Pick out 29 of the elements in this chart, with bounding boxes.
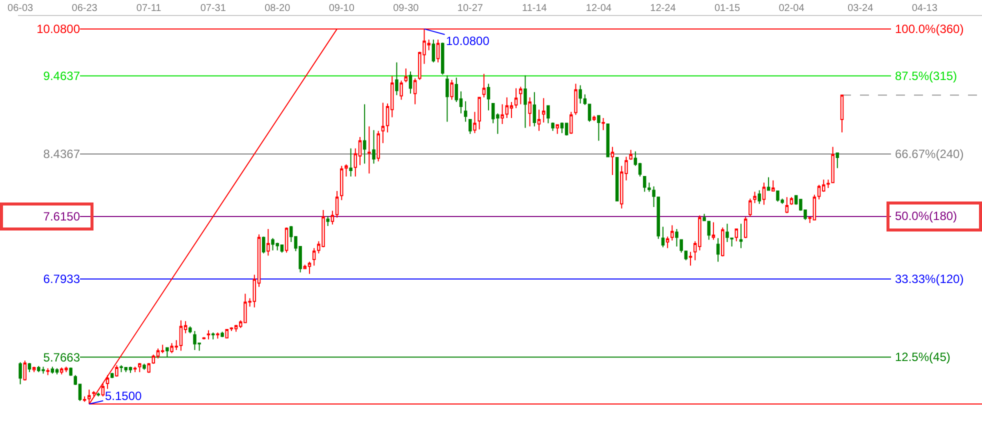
x-tick-label: 06-03 (8, 3, 34, 14)
x-tick-label: 07-11 (136, 3, 162, 14)
y-tick-label: 8.4367 (43, 147, 80, 162)
ref-line-label: 50.0%(180) (895, 209, 958, 223)
x-tick-label: 02-04 (778, 3, 805, 14)
ref-line-label: 66.67%(240) (895, 147, 964, 161)
y-tick-label: 10.0800 (36, 22, 80, 36)
x-tick-label: 10-27 (457, 3, 484, 14)
ref-line-label: 33.33%(120) (895, 272, 964, 286)
x-tick-label: 08-20 (264, 3, 291, 14)
ref-line-label: 87.5%(315) (895, 69, 958, 83)
y-tick-label: 5.7663 (43, 350, 80, 364)
y-tick-label: 7.6150 (43, 210, 80, 224)
x-tick-label: 09-10 (328, 3, 355, 14)
annotation: 5.1500 (105, 389, 142, 403)
x-tick-label: 12-04 (586, 3, 612, 14)
y-tick-label: 6.7933 (43, 272, 80, 286)
x-tick-label: 07-31 (200, 3, 226, 14)
ref-line-label: 12.5%(45) (895, 350, 950, 364)
x-tick-label: 01-15 (714, 3, 740, 14)
annotation: 10.0800 (446, 34, 490, 48)
x-tick-label: 03-24 (848, 3, 874, 14)
x-tick-label: 09-30 (393, 3, 420, 14)
x-tick-label: 06-23 (72, 3, 98, 14)
x-tick-label: 11-14 (522, 3, 548, 14)
x-tick-label: 12-24 (650, 3, 676, 14)
y-tick-label: 9.4637 (43, 69, 80, 84)
ref-line-label: 100.0%(360) (895, 22, 964, 36)
x-tick-label: 04-13 (912, 3, 938, 14)
